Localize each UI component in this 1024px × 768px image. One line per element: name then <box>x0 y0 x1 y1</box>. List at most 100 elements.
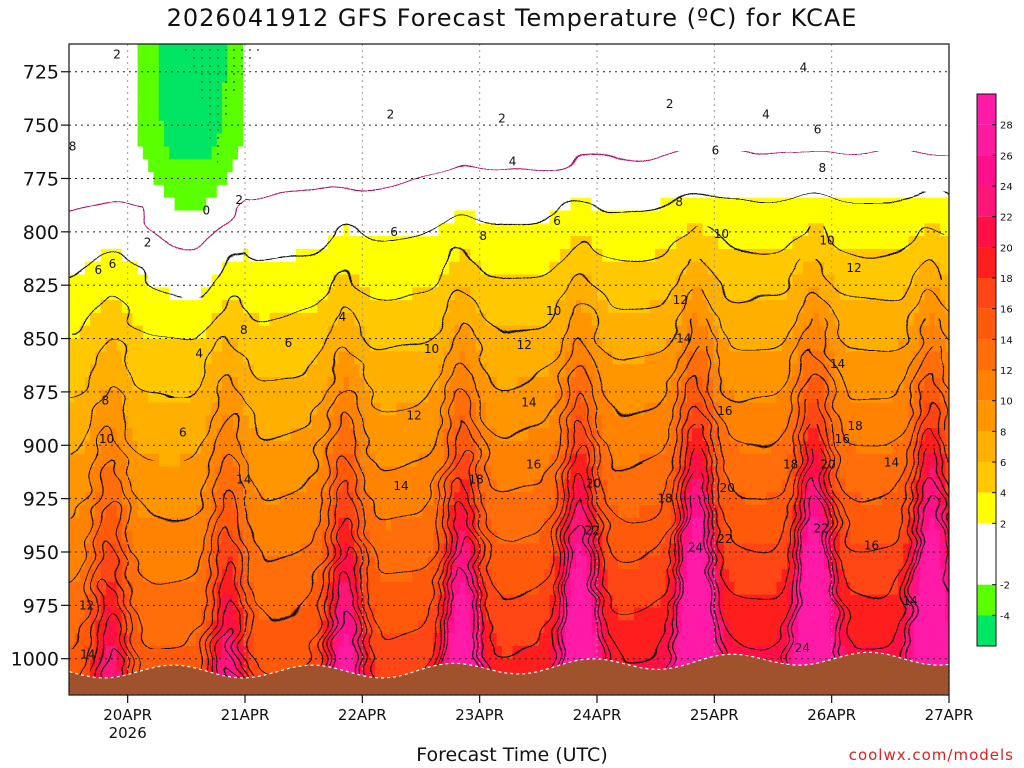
field-cell <box>164 645 170 660</box>
field-cell <box>364 658 371 673</box>
field-cell <box>502 581 508 596</box>
field-cell <box>354 389 360 404</box>
field-cell <box>216 607 223 621</box>
field-cell <box>502 312 508 327</box>
field-cell <box>137 197 144 212</box>
field-cell <box>269 56 276 71</box>
field-cell <box>227 492 234 506</box>
field-cell <box>443 530 450 544</box>
field-cell <box>544 377 551 391</box>
field-cell <box>259 620 265 634</box>
field-cell <box>116 287 123 301</box>
field-cell <box>359 351 366 365</box>
field-cell <box>179 69 186 83</box>
field-cell <box>428 428 434 442</box>
field-cell <box>428 530 434 544</box>
field-cell <box>333 69 339 83</box>
field-cell <box>412 108 419 122</box>
field-cell <box>227 594 234 609</box>
field-cell <box>428 569 434 583</box>
field-cell <box>158 338 165 352</box>
field-cell <box>338 658 345 673</box>
field-cell <box>391 594 397 609</box>
field-cell <box>443 581 450 596</box>
field-cell <box>338 620 345 634</box>
field-cell <box>174 159 181 173</box>
field-cell <box>84 82 91 96</box>
field-cell <box>190 210 197 224</box>
field-cell <box>201 133 207 147</box>
field-cell <box>486 274 492 288</box>
field-cell <box>512 453 519 468</box>
field-cell <box>317 146 324 160</box>
field-cell <box>84 441 91 455</box>
field-cell <box>222 607 228 621</box>
field-cell <box>417 287 424 301</box>
field-cell <box>575 338 582 352</box>
field-cell <box>306 441 313 455</box>
field-cell <box>486 325 492 340</box>
field-cell <box>317 172 324 186</box>
field-cell <box>554 159 561 173</box>
field-cell <box>523 248 529 263</box>
field-cell <box>95 108 102 122</box>
field-cell <box>201 402 207 416</box>
field-cell <box>507 364 514 378</box>
field-cell <box>438 543 445 557</box>
field-cell <box>169 236 176 250</box>
field-cell <box>84 530 91 544</box>
field-cell <box>480 415 487 429</box>
field-cell <box>116 274 123 288</box>
field-cell <box>100 184 107 199</box>
field-cell <box>248 95 255 109</box>
field-cell <box>264 236 271 250</box>
field-cell <box>333 159 339 173</box>
field-cell <box>232 594 239 609</box>
field-cell <box>232 633 239 647</box>
field-cell <box>169 223 176 237</box>
field-cell <box>412 594 419 609</box>
field-cell <box>121 517 128 532</box>
field-cell <box>549 351 556 365</box>
field-cell <box>301 351 308 365</box>
field-cell <box>560 364 566 378</box>
field-cell <box>380 325 387 340</box>
field-cell <box>195 108 202 122</box>
field-cell <box>190 402 197 416</box>
field-cell <box>512 82 519 96</box>
field-cell <box>222 441 228 455</box>
field-cell <box>491 517 498 532</box>
field-cell <box>385 184 392 199</box>
field-cell <box>433 287 440 301</box>
field-cell <box>269 517 276 532</box>
field-cell <box>206 146 213 160</box>
field-cell <box>195 543 202 557</box>
field-cell <box>238 441 244 455</box>
field-cell <box>470 82 477 96</box>
field-cell <box>575 184 582 199</box>
field-cell <box>370 645 376 660</box>
field-cell <box>428 44 434 58</box>
field-cell <box>216 569 223 583</box>
field-cell <box>470 159 477 173</box>
field-cell <box>148 82 155 96</box>
field-cell <box>253 325 260 340</box>
field-cell <box>354 325 360 340</box>
field-cell <box>232 620 239 634</box>
field-cell <box>375 492 382 506</box>
field-cell <box>385 159 392 173</box>
field-cell <box>412 658 419 673</box>
field-cell <box>491 44 498 58</box>
field-cell <box>90 505 96 519</box>
field-cell <box>100 389 107 404</box>
field-cell <box>121 44 128 58</box>
field-cell <box>375 248 382 263</box>
field-cell <box>95 479 102 493</box>
field-cell <box>327 287 334 301</box>
field-cell <box>311 377 318 391</box>
field-cell <box>158 248 165 263</box>
field-cell <box>438 377 445 391</box>
field-cell <box>301 543 308 557</box>
field-cell <box>391 274 397 288</box>
